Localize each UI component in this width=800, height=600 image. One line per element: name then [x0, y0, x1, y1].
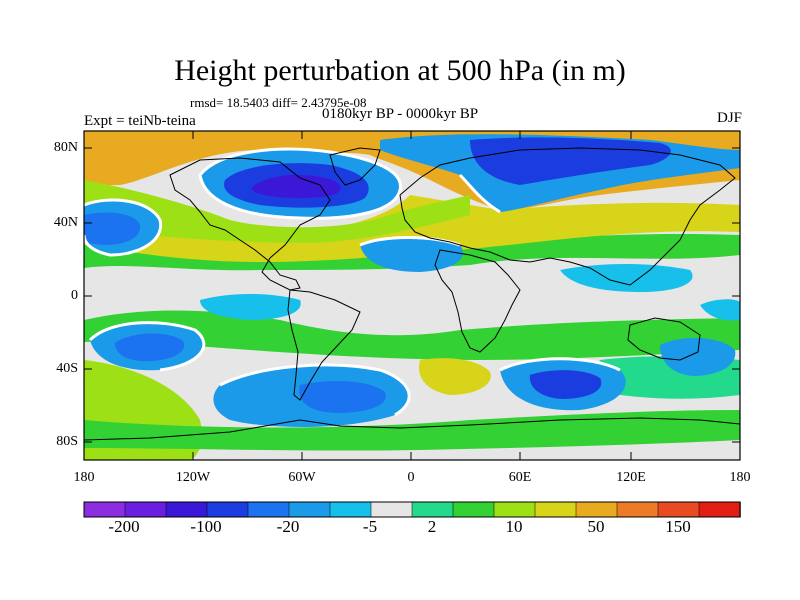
colorbar-label-neg200: -200	[108, 517, 140, 536]
contour-low-south-atlantic-core	[299, 380, 386, 413]
lat-label-80s: 80S	[56, 434, 78, 449]
colorbar-label-neg20: -20	[276, 517, 300, 536]
lon-label-60w: 60W	[288, 470, 316, 485]
colorbar-swatch	[452, 501, 495, 518]
lon-label-60e: 60E	[508, 470, 532, 485]
field-layer	[84, 131, 740, 460]
colorbar-swatch	[411, 501, 454, 518]
contour-band-green-south	[84, 310, 740, 360]
colorbar-swatch	[329, 501, 372, 518]
contour-low-south-indian-core	[529, 370, 602, 399]
axis-ticks	[84, 131, 740, 460]
season-label: DJF	[716, 110, 742, 126]
colorbar-label-10: 10	[505, 517, 523, 536]
colorbar-swatch	[83, 501, 126, 518]
experiment-label: Expt = teiNb-teina	[84, 113, 196, 129]
contour-low-india	[560, 264, 693, 292]
lat-label-40s: 40S	[56, 361, 78, 376]
colorbar	[83, 501, 741, 518]
coastline-australia	[627, 317, 701, 361]
colorbar-swatch	[288, 501, 331, 518]
lat-label-80n: 80N	[53, 140, 78, 155]
coastline-antarctica	[84, 417, 740, 441]
contour-low-east-australia	[660, 338, 736, 376]
coastline-south-america	[287, 289, 361, 401]
contour-band-yellow-south	[419, 358, 491, 395]
colorbar-label-150: 150	[665, 517, 691, 536]
colorbar-swatch	[493, 501, 536, 518]
contour-low-tropical-east-pacific	[200, 294, 301, 320]
coastlines	[84, 147, 740, 441]
period-label: 0180kyr BP - 0000kyr BP	[322, 106, 479, 122]
colorbar-label-50: 50	[587, 517, 605, 536]
zero-contour-south-indian	[499, 357, 621, 372]
colorbar-swatch	[657, 501, 700, 518]
stats-text: rmsd= 18.5403 diff= 2.43795e-08	[190, 95, 367, 110]
colorbar-label-2: 2	[427, 517, 437, 536]
lat-label-eq: 0	[71, 288, 78, 303]
colorbar-label-neg100: -100	[190, 517, 222, 536]
zero-contour-north-america	[198, 147, 402, 220]
colorbar-swatch	[534, 501, 577, 518]
zero-contour-south-pacific	[88, 321, 206, 372]
contour-low-tropical-pacific	[700, 299, 740, 321]
colorbar-swatch	[247, 501, 290, 518]
colorbar-swatch	[698, 501, 741, 518]
coastline-europe-asia	[399, 147, 736, 286]
coastline-north-america	[169, 157, 331, 291]
contour-band-lightgreen-mid	[84, 180, 470, 243]
map-title: Height perturbation at 500 hPa (in m)	[174, 54, 626, 87]
coastline-greenland	[329, 147, 381, 186]
zero-contour-siberia	[458, 173, 501, 214]
colorbar-swatch	[124, 501, 167, 518]
zero-contour-south-atlantic	[219, 363, 411, 417]
lon-label-120e: 120E	[616, 470, 646, 485]
colorbar-frame	[83, 501, 741, 518]
contour-low-west-pacific-core	[84, 212, 141, 245]
colorbar-swatch	[370, 501, 413, 518]
contour-low-north-america-inner	[251, 174, 341, 199]
lon-label-0: 0	[407, 470, 415, 485]
contour-low-south-pacific-core	[115, 333, 185, 362]
colorbar-swatch	[575, 501, 618, 518]
colorbar-label-neg5: -5	[362, 517, 378, 536]
colorbar-swatch	[165, 501, 208, 518]
lon-label-180e: 180	[729, 470, 751, 485]
lon-label-120w: 120W	[175, 470, 211, 485]
lon-label-180w: 180	[73, 470, 95, 485]
zero-contour-west-pacific	[84, 198, 163, 257]
contour-low-north-atlantic	[360, 237, 464, 272]
colorbar-swatch	[616, 501, 659, 518]
coastline-africa	[434, 249, 521, 353]
colorbar-swatch	[206, 501, 249, 518]
lat-label-40n: 40N	[53, 215, 78, 230]
contour-band-green-far-south	[84, 410, 740, 451]
